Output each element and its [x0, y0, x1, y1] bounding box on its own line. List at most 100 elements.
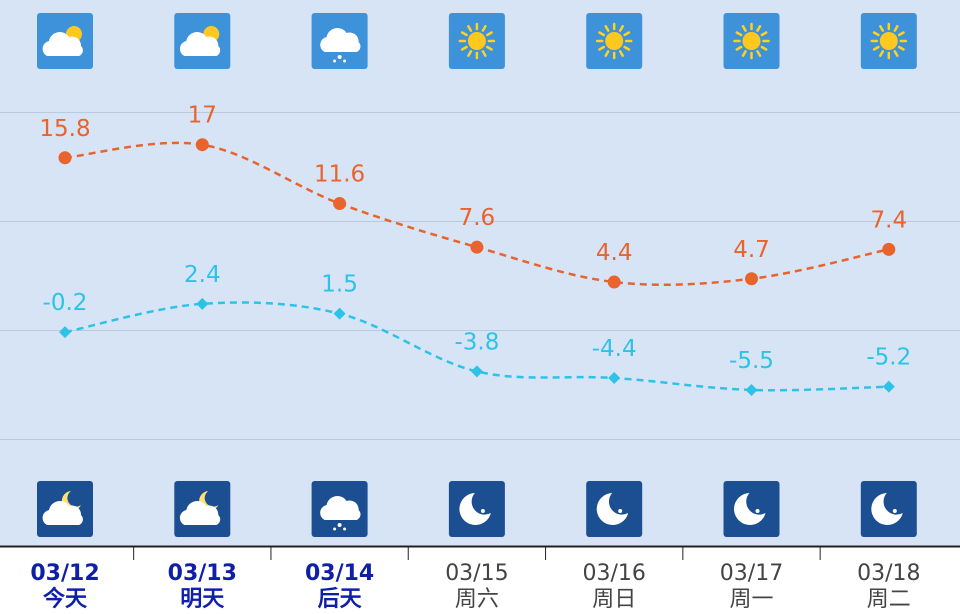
- icon-ray: [481, 25, 487, 32]
- icon-ray: [486, 45, 493, 51]
- value-label: 15.8: [39, 116, 90, 142]
- icon-cloud: [42, 32, 83, 56]
- value-label: -4.4: [592, 336, 637, 362]
- weather-icon: [311, 481, 368, 537]
- weather-icon: [448, 481, 505, 537]
- weather-icon: [448, 13, 505, 69]
- weather-icon: [860, 13, 917, 69]
- icon-ray: [893, 50, 899, 57]
- day-label: 后天: [318, 587, 363, 612]
- value-label: 17: [188, 103, 217, 129]
- date-label: 03/13: [168, 561, 237, 586]
- point-marker: [608, 371, 621, 384]
- icon-ray: [872, 45, 880, 51]
- date-label: 03/14: [305, 561, 374, 586]
- icon-moon: [459, 493, 491, 525]
- icon-ray: [893, 25, 899, 32]
- point-marker: [333, 197, 347, 211]
- icon-cloud: [179, 501, 221, 525]
- point-marker: [745, 383, 758, 396]
- icon-ray: [604, 25, 610, 32]
- icon-drop: [343, 527, 347, 531]
- icon-ray: [598, 31, 606, 37]
- day-label: 周二: [867, 587, 911, 612]
- icon-sun: [467, 32, 486, 50]
- icon-ray: [735, 31, 743, 37]
- weather-icon: [586, 13, 643, 69]
- point-marker: [333, 307, 346, 320]
- icon-cloud: [320, 496, 361, 520]
- icon-ray: [623, 31, 631, 37]
- icon-ray: [486, 31, 493, 37]
- icon-ray: [897, 45, 905, 51]
- value-label: -5.2: [866, 345, 911, 371]
- date-label: 03/15: [445, 561, 508, 586]
- value-label: 11.6: [314, 162, 365, 188]
- icon-ray: [467, 25, 473, 32]
- icon-star: [480, 509, 485, 513]
- icon-drop: [333, 59, 337, 63]
- weather-icon: [860, 481, 917, 537]
- icon-ray: [760, 45, 768, 51]
- icon-drop: [333, 527, 337, 531]
- point-marker: [196, 297, 209, 310]
- icon-ray: [735, 45, 743, 51]
- value-label: -3.8: [454, 329, 499, 355]
- weather-icon: [174, 481, 231, 537]
- icon-cloud: [320, 28, 361, 52]
- icon-sun: [742, 32, 761, 50]
- point-marker: [470, 365, 483, 378]
- icon-tile: [723, 481, 780, 537]
- plot-background: [0, 0, 960, 546]
- icon-tile: [448, 481, 505, 537]
- icon-drop: [337, 55, 342, 59]
- icon-sun: [879, 32, 898, 50]
- date-strip: [0, 546, 960, 614]
- icon-tile: [860, 481, 917, 537]
- weather-icon: [174, 13, 231, 69]
- icon-ray: [879, 25, 885, 32]
- icon-ray: [460, 31, 468, 37]
- point-marker: [882, 242, 896, 256]
- date-label: 03/16: [582, 561, 645, 586]
- value-label: -5.5: [729, 348, 774, 374]
- point-marker: [745, 272, 758, 286]
- icon-ray: [756, 25, 762, 32]
- icon-moon: [734, 493, 766, 525]
- icon-tile: [586, 481, 643, 537]
- icon-drop: [343, 59, 347, 63]
- icon-ray: [897, 31, 905, 37]
- icon-ray: [481, 50, 487, 57]
- day-label: 周一: [729, 587, 773, 612]
- day-label: 今天: [43, 586, 88, 612]
- icon-star: [755, 509, 760, 513]
- point-marker: [195, 138, 209, 152]
- weather-icon: [723, 13, 780, 69]
- icon-ray: [623, 45, 631, 51]
- icon-ray: [460, 45, 468, 51]
- icon-ray: [760, 31, 768, 37]
- date-label: 03/17: [720, 561, 783, 586]
- date-label: 03/12: [30, 561, 99, 586]
- weather-icon: [586, 481, 643, 537]
- day-label: 明天: [180, 587, 225, 612]
- day-label: 周六: [455, 587, 499, 612]
- icon-drop: [337, 523, 342, 527]
- point-marker: [882, 380, 895, 393]
- icon-ray: [604, 50, 610, 57]
- icon-moon: [871, 493, 903, 525]
- icon-ray: [741, 50, 747, 57]
- icon-ray: [598, 45, 606, 51]
- value-label: 4.7: [733, 237, 770, 263]
- value-label: -0.2: [43, 290, 88, 316]
- value-label: 2.4: [184, 262, 221, 288]
- icon-ray: [872, 31, 880, 37]
- icon-ray: [756, 50, 762, 57]
- icon-cloud: [179, 32, 221, 56]
- icon-star: [892, 509, 897, 513]
- icon-ray: [467, 50, 473, 57]
- point-marker: [58, 151, 72, 165]
- value-label: 4.4: [596, 240, 633, 266]
- point-marker: [470, 240, 484, 254]
